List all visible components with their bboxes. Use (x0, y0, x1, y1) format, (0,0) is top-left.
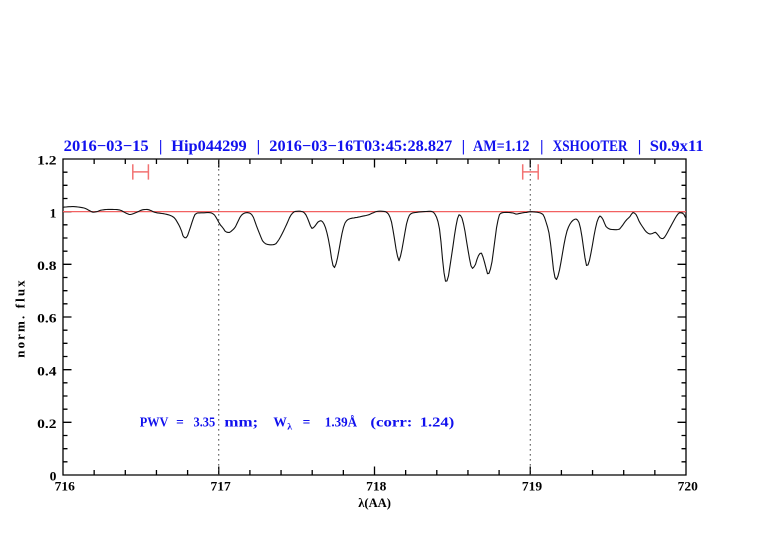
svg-text:1.2: 1.2 (37, 153, 56, 168)
svg-text:1: 1 (50, 205, 57, 220)
svg-text:716: 716 (55, 478, 76, 493)
svg-text:719: 719 (522, 478, 543, 493)
svg-text:norm. flux: norm. flux (13, 278, 28, 358)
svg-text:0.6: 0.6 (37, 311, 57, 326)
svg-text:0.4: 0.4 (37, 363, 57, 378)
svg-text:2016−03−15|Hip044299|2016−03−1: 2016−03−15 | Hip044299 | 2016−03−16T03:45:28… (64, 138, 704, 155)
svg-text:718: 718 (366, 478, 387, 493)
svg-text:λ(AA): λ(AA) (358, 495, 391, 510)
svg-text:717: 717 (211, 478, 232, 493)
svg-text:0: 0 (50, 469, 57, 484)
svg-text:720: 720 (678, 478, 698, 493)
svg-text:0.8: 0.8 (37, 258, 57, 273)
svg-text:0.2: 0.2 (37, 416, 56, 431)
